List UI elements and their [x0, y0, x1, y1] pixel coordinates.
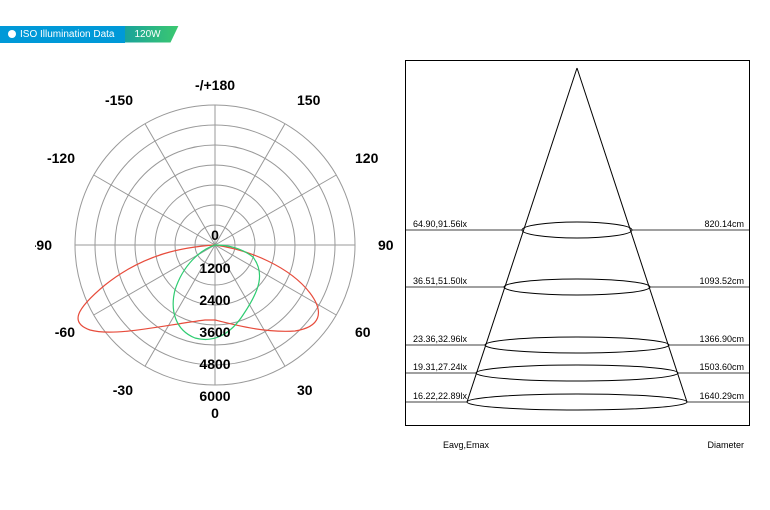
svg-text:23.36,32.96lx: 23.36,32.96lx — [413, 334, 468, 344]
svg-text:-60: -60 — [55, 324, 75, 340]
svg-text:64.90,91.56lx: 64.90,91.56lx — [413, 219, 468, 229]
header-title-right: 120W — [135, 29, 161, 40]
svg-text:-/+180: -/+180 — [195, 77, 235, 93]
header-tag: ISO Illumination Data 120W — [0, 24, 179, 44]
svg-text:19.31,27.24lx: 19.31,27.24lx — [413, 362, 468, 372]
svg-text:1366.90cm: 1366.90cm — [699, 334, 744, 344]
svg-text:0: 0 — [211, 227, 219, 243]
svg-text:150: 150 — [297, 92, 321, 108]
svg-text:6000: 6000 — [199, 388, 230, 404]
svg-text:1503.60cm: 1503.60cm — [699, 362, 744, 372]
svg-text:-30: -30 — [113, 382, 133, 398]
svg-text:90: 90 — [378, 237, 394, 253]
header-tag-left: ISO Illumination Data — [0, 26, 125, 43]
svg-text:-90: -90 — [35, 237, 52, 253]
svg-text:-150: -150 — [105, 92, 133, 108]
svg-text:1093.52cm: 1093.52cm — [699, 276, 744, 286]
header-title-left: ISO Illumination Data — [20, 29, 115, 40]
cone-chart: 6m64.90,91.56lx820.14cm8m36.51,51.50lx10… — [405, 60, 750, 455]
svg-text:0: 0 — [211, 405, 219, 421]
svg-text:1640.29cm: 1640.29cm — [699, 391, 744, 401]
dot-icon — [8, 30, 16, 38]
svg-text:3600: 3600 — [199, 324, 230, 340]
svg-text:16.22,22.89lx: 16.22,22.89lx — [413, 391, 468, 401]
svg-text:-120: -120 — [47, 150, 75, 166]
header-tag-right: 120W — [125, 26, 179, 43]
polar-chart: 0 30 60 90 120 150 -/+180 -150 -120 -90 -60 -30 0 12… — [35, 75, 395, 455]
svg-text:30: 30 — [297, 382, 313, 398]
svg-text:36.51,51.50lx: 36.51,51.50lx — [413, 276, 468, 286]
svg-text:120: 120 — [355, 150, 379, 166]
svg-text:4800: 4800 — [199, 356, 230, 372]
svg-text:Eavg,Emax: Eavg,Emax — [443, 440, 490, 450]
svg-text:1200: 1200 — [199, 260, 230, 276]
svg-text:Diameter: Diameter — [707, 440, 744, 450]
svg-text:60: 60 — [355, 324, 371, 340]
svg-text:2400: 2400 — [199, 292, 230, 308]
svg-text:820.14cm: 820.14cm — [704, 219, 744, 229]
